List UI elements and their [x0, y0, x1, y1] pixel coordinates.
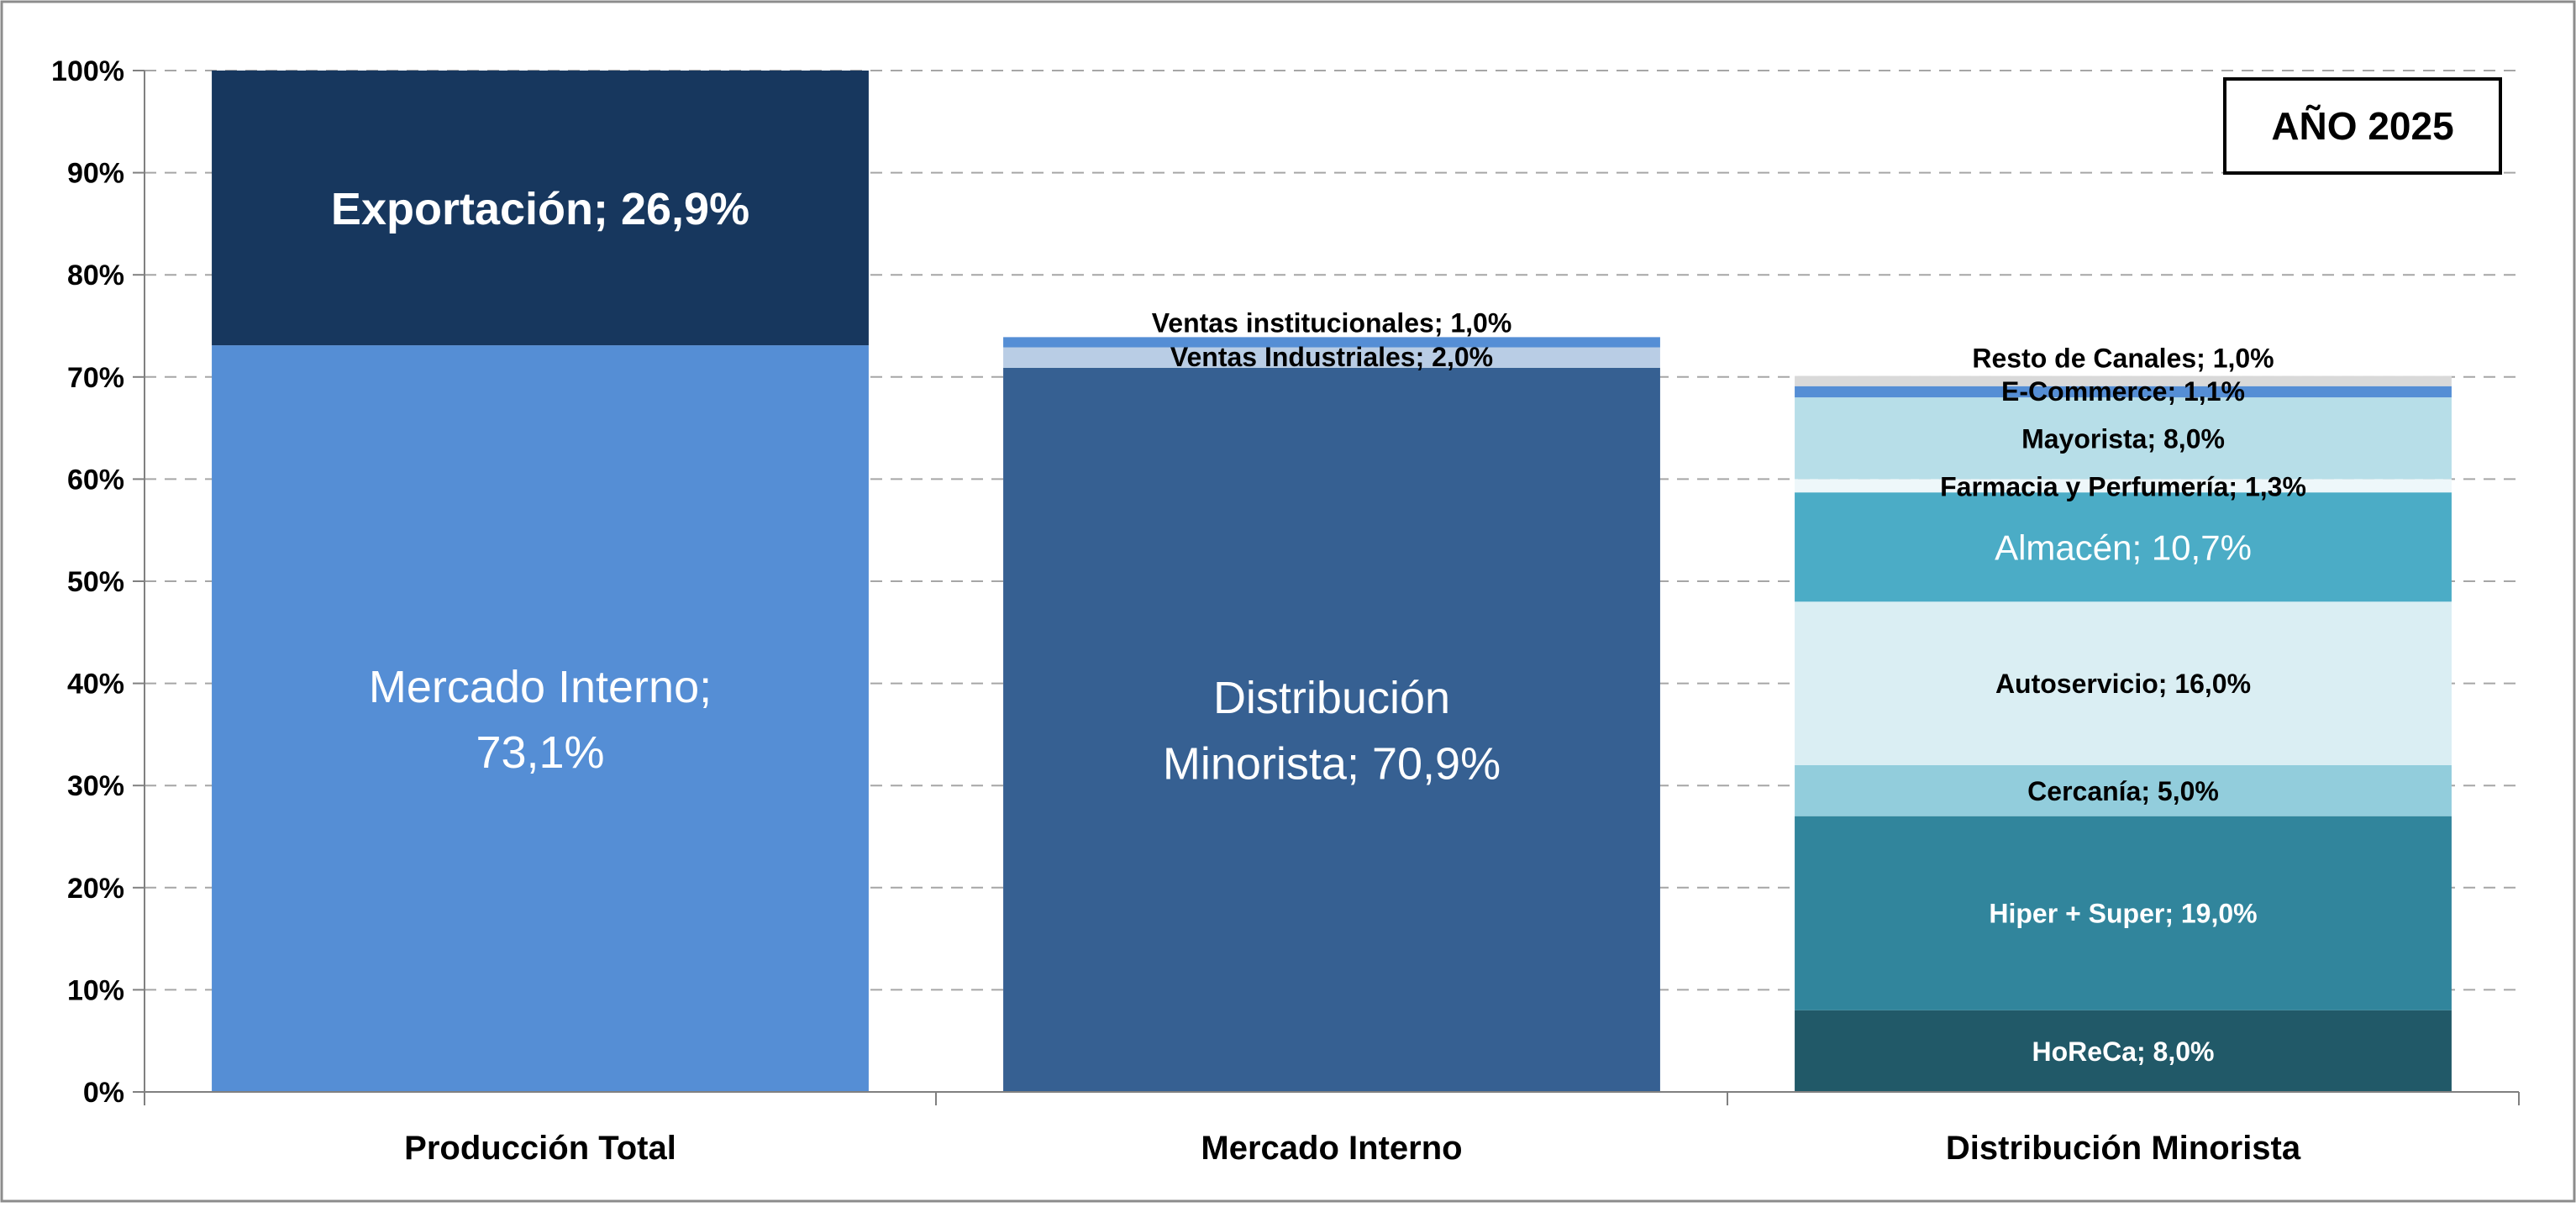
year-badge-box	[2223, 77, 2502, 175]
bar-segment-produccion-total-1	[212, 71, 869, 346]
year-badge-text: AÑO 2025	[2271, 104, 2453, 148]
bar-segment-distribucion-minorista-1	[1795, 816, 2452, 1010]
y-tick-label: 80%	[67, 260, 124, 291]
data-label-distribucion-minorista-4: Almacén; 10,7%	[1995, 527, 2252, 567]
data-label-distribucion-minorista-1: Hiper + Super; 19,0%	[1989, 899, 2257, 929]
data-label-mercado-interno-0: Distribución Minorista; 70,9%	[1163, 673, 1501, 789]
bar-segment-distribucion-minorista-8	[1795, 375, 2452, 386]
y-tick-label: 0%	[83, 1077, 124, 1109]
y-tick-label: 20%	[67, 873, 124, 905]
x-category-label: Mercado Interno	[1201, 1130, 1462, 1167]
bar-segment-mercado-interno-1	[1003, 347, 1660, 368]
bar-segment-distribucion-minorista-3	[1795, 601, 2452, 765]
x-category-label: Producción Total	[404, 1130, 676, 1167]
bar-segment-distribucion-minorista-5	[1795, 479, 2452, 493]
y-tick-label: 40%	[67, 669, 124, 701]
data-label-distribucion-minorista-2: Cercanía; 5,0%	[2027, 776, 2219, 806]
data-label-distribucion-minorista-5: Farmacia y Perfumería; 1,3%	[1940, 471, 2306, 501]
x-category-label: Distribución Minorista	[1946, 1130, 2301, 1167]
y-tick-label: 70%	[67, 362, 124, 394]
data-label-mercado-interno-1: Ventas Industriales; 2,0%	[1170, 342, 1493, 372]
bar-segment-distribucion-minorista-6	[1795, 397, 2452, 480]
data-label-distribucion-minorista-0: HoReCa; 8,0%	[2032, 1036, 2215, 1067]
data-label-mercado-interno-2: Ventas institucionales; 1,0%	[1152, 307, 1512, 338]
axes: 0% 10% 20% 30% 40% 50% 60% 70% 80% 90% 100% Producc…	[51, 55, 2520, 1167]
data-label-produccion-total-0: Mercado Interno; 73,1%	[369, 662, 712, 778]
data-label-distribucion-minorista-3: Autoservicio; 16,0%	[1995, 669, 2251, 699]
data-label-distribucion-minorista-6: Mayorista; 8,0%	[2021, 423, 2225, 454]
year-badge: AÑO 2025	[2223, 77, 2502, 175]
bar-segment-distribucion-minorista-0	[1795, 1010, 2452, 1092]
bar-segment-mercado-interno-2	[1003, 337, 1660, 348]
bar-segment-distribucion-minorista-4	[1795, 492, 2452, 602]
bar-segment-produccion-total-0	[212, 345, 869, 1092]
bar-segment-distribucion-minorista-7	[1795, 386, 2452, 398]
data-labels: Mercado Interno; 73,1% Exportación; 26,9% D…	[331, 184, 2306, 1067]
y-tick-label: 30%	[67, 770, 124, 802]
data-label-distribucion-minorista-7: E-Commerce; 1,1%	[2001, 376, 2245, 407]
data-label-distribucion-minorista-8: Resto de Canales; 1,0%	[1972, 344, 2274, 374]
bar-segment-mercado-interno-0	[1003, 367, 1660, 1093]
y-tick-label: 50%	[67, 566, 124, 598]
y-tick-label: 60%	[67, 464, 124, 496]
data-label-produccion-total-1: Exportación; 26,9%	[331, 184, 749, 234]
y-tick-label: 90%	[67, 158, 124, 190]
bar-segment-distribucion-minorista-2	[1795, 764, 2452, 816]
bars-group	[212, 71, 2452, 1093]
y-tick-label: 10%	[67, 974, 124, 1006]
y-tick-label: 100%	[51, 55, 124, 87]
